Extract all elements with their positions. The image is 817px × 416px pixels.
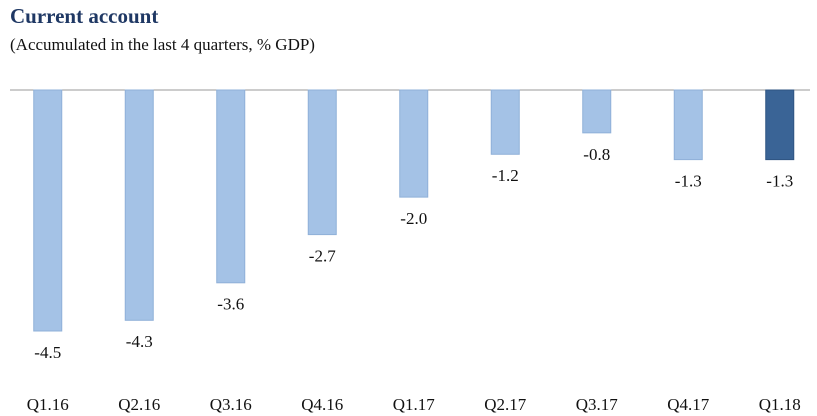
x-tick-label: Q1.18 — [759, 395, 801, 414]
x-tick-label: Q4.16 — [301, 395, 343, 414]
chart-subtitle: (Accumulated in the last 4 quarters, % G… — [10, 35, 315, 54]
data-label: -2.7 — [309, 247, 336, 266]
data-label: -1.3 — [675, 172, 702, 191]
bar — [124, 89, 154, 321]
bar — [490, 89, 520, 155]
data-label: -2.0 — [400, 209, 427, 228]
bar — [307, 89, 337, 236]
x-tick-label: Q1.16 — [27, 395, 69, 414]
data-label: -0.8 — [583, 145, 610, 164]
bar — [765, 89, 795, 161]
bar — [216, 89, 246, 284]
bar — [673, 89, 703, 161]
data-label: -1.3 — [766, 172, 793, 191]
x-tick-label: Q2.16 — [118, 395, 160, 414]
chart-title: Current account — [10, 4, 158, 28]
bar — [399, 89, 429, 198]
bar — [33, 89, 63, 332]
x-tick-label: Q4.17 — [667, 395, 710, 414]
data-label: -4.3 — [126, 332, 153, 351]
x-tick-label: Q3.17 — [576, 395, 619, 414]
bar — [582, 89, 612, 134]
x-tick-label: Q3.16 — [210, 395, 252, 414]
x-tick-label: Q1.17 — [393, 395, 436, 414]
data-label: -4.5 — [34, 343, 61, 362]
data-label: -1.2 — [492, 166, 519, 185]
data-label: -3.6 — [217, 295, 244, 314]
x-tick-label: Q2.17 — [484, 395, 527, 414]
